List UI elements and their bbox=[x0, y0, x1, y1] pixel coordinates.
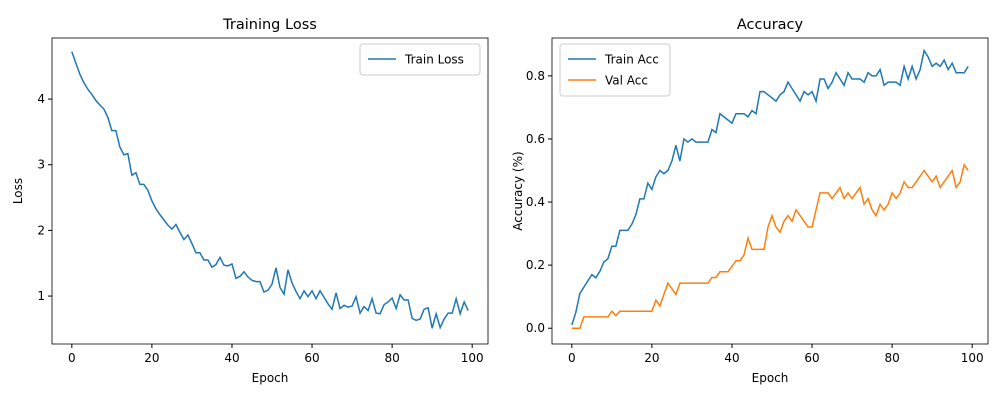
legend-box bbox=[559, 43, 671, 97]
y-tick-label: 4 bbox=[37, 92, 45, 106]
legend-box bbox=[359, 43, 481, 76]
series-line bbox=[571, 163, 969, 329]
chart-title: Training Loss bbox=[222, 17, 317, 33]
chart-title: Accuracy bbox=[737, 17, 804, 33]
y-tick-label: 0.6 bbox=[526, 132, 545, 146]
x-axis-label: Epoch bbox=[752, 371, 789, 385]
series-line bbox=[571, 48, 969, 326]
y-tick-label: 2 bbox=[37, 223, 45, 237]
x-tick-label: 100 bbox=[961, 351, 984, 365]
legend-label: Train Acc bbox=[604, 53, 659, 67]
x-tick-label: 20 bbox=[644, 351, 659, 365]
y-tick-label: 0.8 bbox=[526, 69, 545, 83]
x-tick-label: 100 bbox=[461, 351, 484, 365]
legend-label: Val Acc bbox=[605, 74, 648, 88]
x-tick-label: 0 bbox=[568, 351, 576, 365]
y-axis-label: Loss bbox=[11, 178, 25, 204]
x-tick-label: 0 bbox=[68, 351, 76, 365]
x-tick-label: 40 bbox=[724, 351, 739, 365]
y-tick-label: 0.0 bbox=[526, 321, 545, 335]
x-tick-label: 80 bbox=[884, 351, 899, 365]
y-tick-label: 3 bbox=[37, 158, 45, 172]
x-tick-label: 20 bbox=[144, 351, 159, 365]
series-line bbox=[71, 51, 469, 330]
y-axis-label: Accuracy (%) bbox=[511, 151, 525, 230]
x-axis-label: Epoch bbox=[252, 371, 289, 385]
legend-label: Train Loss bbox=[404, 53, 464, 67]
y-tick-label: 0.4 bbox=[526, 195, 545, 209]
x-tick-label: 60 bbox=[304, 351, 319, 365]
x-tick-label: 40 bbox=[224, 351, 239, 365]
axes-frame bbox=[551, 37, 989, 345]
x-tick-label: 80 bbox=[384, 351, 399, 365]
y-tick-label: 1 bbox=[37, 289, 45, 303]
y-tick-label: 0.2 bbox=[526, 258, 545, 272]
x-tick-label: 60 bbox=[804, 351, 819, 365]
axes-frame bbox=[51, 37, 489, 345]
